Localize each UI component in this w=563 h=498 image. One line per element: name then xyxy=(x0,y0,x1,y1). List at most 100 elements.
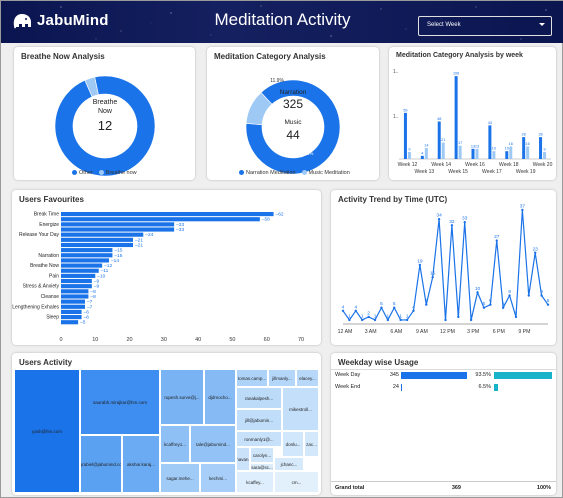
select-week-dropdown[interactable]: Select Week xyxy=(418,16,552,36)
favourite-bar[interactable] xyxy=(61,222,175,227)
favourite-bar[interactable] xyxy=(61,237,133,242)
donut-slice-music[interactable] xyxy=(245,92,273,125)
week-bar[interactable] xyxy=(403,112,407,159)
favourite-bar[interactable] xyxy=(61,248,113,253)
treemap-cell[interactable]: zac... xyxy=(304,431,319,457)
treemap-cell[interactable]: cm... xyxy=(274,471,319,493)
trend-point[interactable] xyxy=(348,318,351,322)
trend-point[interactable] xyxy=(405,318,409,322)
favourite-bar[interactable] xyxy=(61,268,99,273)
treemap-cell[interactable]: sagar.mehe... xyxy=(160,463,200,493)
trend-point[interactable] xyxy=(373,318,377,322)
trend-point[interactable] xyxy=(367,315,370,319)
trend-point[interactable] xyxy=(399,318,402,322)
favourite-bar[interactable] xyxy=(61,309,82,314)
trend-point[interactable] xyxy=(495,239,498,242)
week-bar[interactable] xyxy=(522,137,526,159)
week-bar[interactable] xyxy=(539,137,543,159)
favourite-bar[interactable] xyxy=(61,217,260,222)
favourite-bar[interactable] xyxy=(61,253,113,258)
week-bar[interactable] xyxy=(471,148,475,159)
treemap-cell[interactable]: elacey... xyxy=(296,369,319,387)
favourite-bar[interactable] xyxy=(61,294,89,299)
treemap-cell[interactable]: jillmanly... xyxy=(268,369,296,387)
trend-point[interactable] xyxy=(546,303,550,306)
trend-point[interactable] xyxy=(354,309,358,312)
donut-slice-other[interactable] xyxy=(54,75,156,177)
trend-point[interactable] xyxy=(386,318,390,322)
treemap-cell[interactable]: tale@jabumind... xyxy=(190,425,236,463)
week-bar[interactable] xyxy=(492,151,496,159)
week-bar[interactable] xyxy=(505,151,509,159)
favourite-bar[interactable] xyxy=(61,263,103,268)
week-bar[interactable] xyxy=(441,142,445,159)
favourite-bar[interactable] xyxy=(61,304,85,309)
trend-point[interactable] xyxy=(533,251,537,254)
treemap-cell[interactable]: rupesh.surve@j... xyxy=(160,369,204,425)
treemap-cell[interactable]: jchanc... xyxy=(274,457,304,471)
trend-point[interactable] xyxy=(437,217,441,221)
treemap-cell[interactable]: ronmanly1@... xyxy=(236,431,282,447)
week-bar[interactable] xyxy=(420,155,424,159)
week-bar[interactable] xyxy=(424,148,428,159)
trend-point[interactable] xyxy=(361,318,364,322)
week-bar[interactable] xyxy=(543,151,547,159)
trend-point[interactable] xyxy=(476,291,479,294)
treemap-cell[interactable]: kcaffey... xyxy=(236,471,274,493)
trend-point[interactable] xyxy=(412,309,415,312)
favourite-bar[interactable] xyxy=(61,315,82,320)
favourite-bar[interactable] xyxy=(61,278,92,284)
trend-point[interactable] xyxy=(540,294,543,297)
favourite-bar[interactable] xyxy=(61,299,85,304)
favourite-bar[interactable] xyxy=(61,258,109,263)
week-bar[interactable] xyxy=(509,146,513,159)
week-bar[interactable] xyxy=(526,146,530,159)
week-bar[interactable] xyxy=(407,151,411,159)
favourite-bar[interactable] xyxy=(61,232,144,237)
trend-point[interactable] xyxy=(393,306,396,309)
treemap-cell[interactable]: djdmocho... xyxy=(204,369,236,425)
treemap-cell[interactable]: ranakalpesh... xyxy=(236,387,282,409)
week-bar[interactable] xyxy=(454,76,458,159)
favourite-bar[interactable] xyxy=(61,320,79,325)
treemap-cell[interactable]: saurabh.mirajkar@hm.com xyxy=(80,369,160,435)
trend-point[interactable] xyxy=(380,306,383,309)
trend-point[interactable] xyxy=(418,263,422,267)
treemap-cell[interactable]: carolyn... xyxy=(250,447,274,463)
trend-point[interactable] xyxy=(482,306,486,309)
treemap-cell[interactable]: sara@sc... xyxy=(250,463,274,471)
treemap-cell[interactable]: bhavan... xyxy=(236,447,250,471)
trend-point[interactable] xyxy=(444,318,447,322)
treemap-cell[interactable]: kechmi... xyxy=(200,463,236,493)
favourite-bar[interactable] xyxy=(61,273,96,278)
week-bar[interactable] xyxy=(488,125,492,159)
treemap-cell[interactable]: mikestroll... xyxy=(282,387,319,431)
trend-point[interactable] xyxy=(501,306,505,309)
donut-slice-breathe-now[interactable] xyxy=(84,76,99,98)
trend-point[interactable] xyxy=(457,315,460,319)
trend-point[interactable] xyxy=(527,294,530,297)
treemap-cell[interactable]: donlu... xyxy=(282,431,304,457)
trend-point[interactable] xyxy=(514,315,518,319)
treemap-cell[interactable]: clgrabiel@jabumind.com xyxy=(80,435,122,493)
treemap-cell[interactable]: yash@hm.com xyxy=(14,369,80,493)
favourite-bar[interactable] xyxy=(61,242,133,248)
trend-point[interactable] xyxy=(521,208,524,212)
app-logo[interactable]: JabuMind xyxy=(11,11,109,29)
trend-point[interactable] xyxy=(425,303,428,306)
week-bar[interactable] xyxy=(458,145,462,159)
treemap-cell[interactable]: akshar.karaj... xyxy=(122,435,160,493)
treemap-cell[interactable]: kcaffrey1... xyxy=(160,425,190,463)
favourite-bar[interactable] xyxy=(61,227,175,232)
trend-point[interactable] xyxy=(489,303,492,306)
trend-point[interactable] xyxy=(431,275,434,279)
week-bar[interactable] xyxy=(475,148,479,159)
trend-point[interactable] xyxy=(341,309,345,312)
trend-point[interactable] xyxy=(450,224,454,227)
favourite-bar[interactable] xyxy=(61,284,92,289)
treemap-cell[interactable]: jill@jabumin... xyxy=(236,409,282,431)
trend-point[interactable] xyxy=(469,318,473,322)
week-bar[interactable] xyxy=(437,121,441,159)
trend-point[interactable] xyxy=(463,221,466,224)
trend-point[interactable] xyxy=(508,294,511,297)
